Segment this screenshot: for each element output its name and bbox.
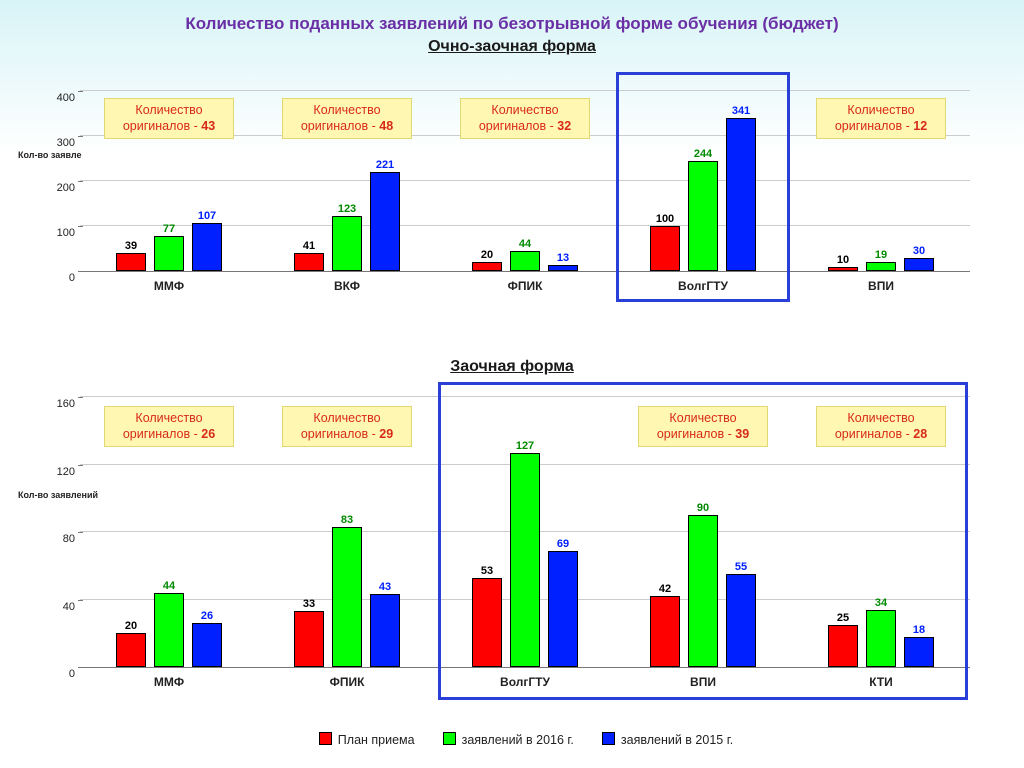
y-tick: 120 (57, 466, 75, 478)
bar: 13 (548, 265, 578, 271)
y-tick: 0 (69, 668, 75, 680)
bar-value-label: 20 (125, 620, 137, 632)
bar-value-label: 20 (481, 249, 493, 261)
chart2: 0 40 80 120 160 204426ММФ338343ФПИК5312769Вол… (40, 398, 970, 698)
plot-area: 204426ММФ338343ФПИК5312769ВолгГТУ429055В… (80, 398, 970, 668)
category-label: ММФ (154, 279, 184, 293)
bar: 77 (154, 236, 184, 271)
bar-value-label: 44 (519, 238, 531, 250)
bar: 43 (370, 594, 400, 667)
y-tick: 100 (57, 227, 75, 239)
chart1-subtitle: Очно-заочная форма (0, 38, 1024, 56)
chart1: 0 100 200 300 400 39 77 107 ММФ 41 123 221 ВКФ 20 44 13… (40, 92, 970, 302)
bar-value-label: 43 (379, 581, 391, 593)
annotation-box: Количествооригиналов - 29 (282, 406, 412, 447)
bar-value-label: 10 (837, 254, 849, 266)
bar: 44 (154, 593, 184, 667)
bar-value-label: 19 (875, 249, 887, 261)
bar: 19 (866, 262, 896, 271)
legend-label: заявлений в 2016 г. (462, 733, 574, 747)
bar: 39 (116, 253, 146, 271)
category-label: ММФ (154, 675, 184, 689)
bar: 107 (192, 223, 222, 271)
bar-value-label: 77 (163, 223, 175, 235)
bar: 221 (370, 172, 400, 271)
highlight-box (438, 382, 968, 700)
annotation-box: Количествооригиналов - 26 (104, 406, 234, 447)
chart2-subtitle: Заочная форма (0, 358, 1024, 376)
main-title: Количество поданных заявлений по безотры… (0, 14, 1024, 34)
bar: 26 (192, 623, 222, 667)
annotation-box: Количествооригиналов - 32 (460, 98, 590, 139)
bar-value-label: 33 (303, 598, 315, 610)
legend-label: План приема (338, 733, 415, 747)
plot-area: 3977107ММФ41123221ВКФ204413ФПИК100244341… (80, 92, 970, 272)
bar: 20 (472, 262, 502, 271)
y-tick: 80 (63, 533, 75, 545)
bar: 30 (904, 258, 934, 272)
bar-value-label: 221 (376, 159, 394, 171)
annotation-box: Количествооригиналов - 12 (816, 98, 946, 139)
legend-swatch (602, 732, 615, 745)
category-label: ВКФ (334, 279, 360, 293)
bar: 123 (332, 216, 362, 271)
legend: План приема заявлений в 2016 г. заявлений … (0, 732, 1024, 747)
category-label: ФПИК (330, 675, 365, 689)
category-label: ВПИ (868, 279, 894, 293)
y-tick: 400 (57, 92, 75, 104)
legend-swatch (319, 732, 332, 745)
highlight-box (616, 72, 790, 302)
y-tick: 40 (63, 601, 75, 613)
bar: 20 (116, 633, 146, 667)
annotation-box: Количествооригиналов - 43 (104, 98, 234, 139)
y-tick: 300 (57, 137, 75, 149)
bar-value-label: 123 (338, 203, 356, 215)
bar-value-label: 39 (125, 240, 137, 252)
bar-value-label: 83 (341, 514, 353, 526)
bar: 83 (332, 527, 362, 667)
bar: 44 (510, 251, 540, 271)
bar: 10 (828, 267, 858, 272)
bar-value-label: 44 (163, 580, 175, 592)
y-tick: 200 (57, 182, 75, 194)
annotation-box: Количествооригиналов - 48 (282, 98, 412, 139)
bar: 33 (294, 611, 324, 667)
bar-value-label: 107 (198, 210, 216, 222)
gridline (80, 90, 970, 91)
bar-value-label: 30 (913, 245, 925, 257)
y-tick: 0 (69, 272, 75, 284)
bar-value-label: 26 (201, 610, 213, 622)
bar-value-label: 13 (557, 252, 569, 264)
category-label: ФПИК (508, 279, 543, 293)
legend-label: заявлений в 2015 г. (621, 733, 733, 747)
legend-swatch (443, 732, 456, 745)
bar-value-label: 41 (303, 240, 315, 252)
y-tick: 160 (57, 398, 75, 410)
slide: { "title": "Количество поданных заявлени… (0, 0, 1024, 768)
bar: 41 (294, 253, 324, 271)
